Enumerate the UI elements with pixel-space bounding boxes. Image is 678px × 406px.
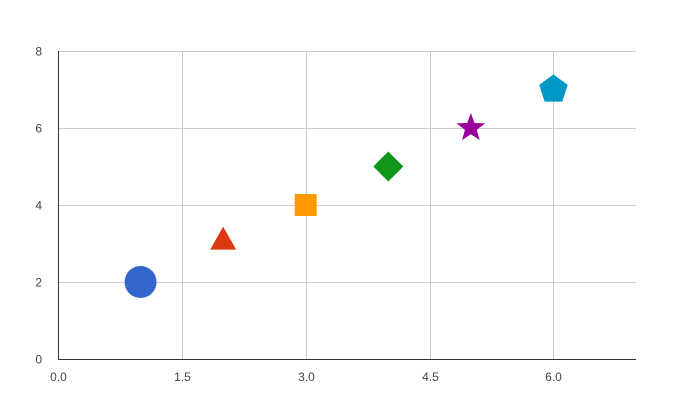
diamond-point <box>373 151 404 182</box>
pentagon-point <box>539 74 568 102</box>
x-tick-label: 0.0 <box>50 370 67 384</box>
y-tick-label: 4 <box>35 199 42 213</box>
tick-labels: 0 2 4 6 8 0.0 1.5 3.0 4.5 6.0 <box>35 45 562 385</box>
y-tick-label: 8 <box>35 45 42 59</box>
x-tick-label: 3.0 <box>298 370 315 384</box>
square-point <box>294 194 317 216</box>
x-tick-label: 4.5 <box>422 370 439 384</box>
x-tick-label: 6.0 <box>545 370 562 384</box>
y-tick-label: 6 <box>35 122 42 136</box>
axes <box>58 51 636 360</box>
x-tick-label: 1.5 <box>174 370 191 384</box>
circle-point <box>124 266 157 298</box>
star-point <box>456 113 486 141</box>
y-tick-label: 2 <box>35 276 42 290</box>
triangle-point <box>210 226 237 250</box>
data-points <box>124 74 568 298</box>
y-tick-label: 0 <box>35 353 42 367</box>
